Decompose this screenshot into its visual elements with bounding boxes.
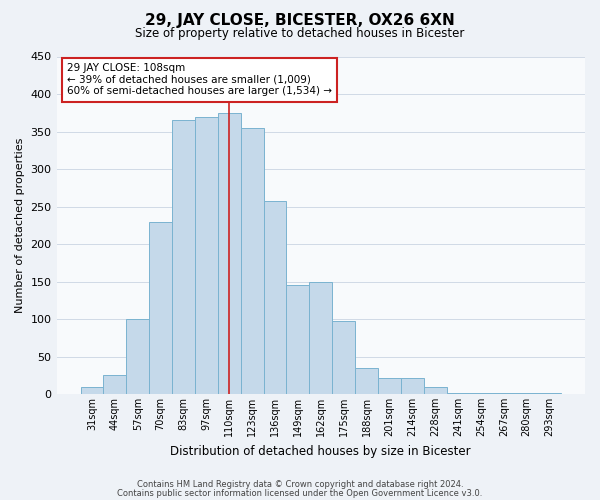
Bar xyxy=(538,392,561,394)
Bar xyxy=(355,368,378,394)
Bar xyxy=(446,392,469,394)
Bar xyxy=(263,200,286,394)
Bar xyxy=(149,222,172,394)
Bar xyxy=(195,116,218,394)
Text: Contains public sector information licensed under the Open Government Licence v3: Contains public sector information licen… xyxy=(118,488,482,498)
Bar xyxy=(241,128,263,394)
Bar xyxy=(286,286,310,394)
Bar xyxy=(378,378,401,394)
Text: Contains HM Land Registry data © Crown copyright and database right 2024.: Contains HM Land Registry data © Crown c… xyxy=(137,480,463,489)
Bar xyxy=(103,376,127,394)
Text: Size of property relative to detached houses in Bicester: Size of property relative to detached ho… xyxy=(136,28,464,40)
Text: 29, JAY CLOSE, BICESTER, OX26 6XN: 29, JAY CLOSE, BICESTER, OX26 6XN xyxy=(145,12,455,28)
Bar xyxy=(401,378,424,394)
Bar xyxy=(424,386,446,394)
Text: 29 JAY CLOSE: 108sqm
← 39% of detached houses are smaller (1,009)
60% of semi-de: 29 JAY CLOSE: 108sqm ← 39% of detached h… xyxy=(67,64,332,96)
Bar xyxy=(515,392,538,394)
Bar xyxy=(310,282,332,394)
Bar xyxy=(172,120,195,394)
Bar xyxy=(332,322,355,394)
Bar xyxy=(127,319,149,394)
Bar xyxy=(80,386,103,394)
Y-axis label: Number of detached properties: Number of detached properties xyxy=(15,138,25,313)
Bar xyxy=(218,113,241,394)
Bar xyxy=(493,392,515,394)
Bar xyxy=(469,392,493,394)
X-axis label: Distribution of detached houses by size in Bicester: Distribution of detached houses by size … xyxy=(170,444,471,458)
